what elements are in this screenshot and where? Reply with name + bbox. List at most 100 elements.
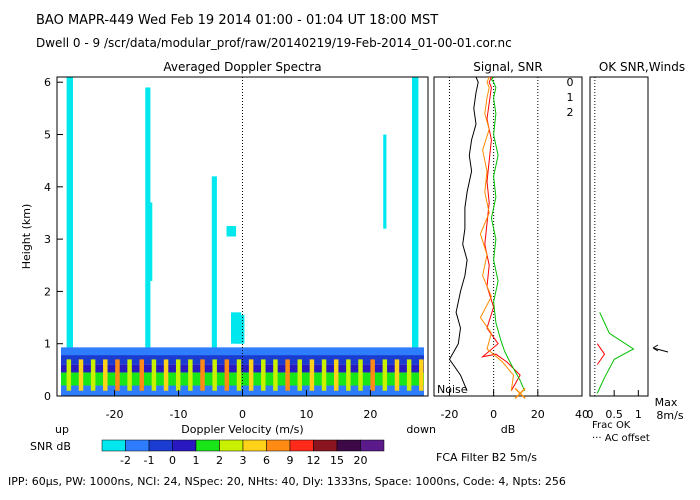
legend-0: 0 [567,76,574,89]
spectra-ytick-label: 6 [44,76,51,89]
spectra-column [297,359,302,391]
wind-vector-arrow [652,344,669,353]
colorbar-level-label: 1 [193,454,200,467]
spectra-column [261,359,266,391]
spectra-column [78,359,84,391]
spectra-ytick-label: 3 [44,233,51,246]
cyan-echo-region [66,77,73,349]
up-label: up [55,423,69,436]
spectra-column [419,359,424,391]
cyan-echo-region [412,77,419,349]
spectra-column [163,359,169,391]
colorbar-level-label: 6 [263,454,270,467]
cyan-echo-region [211,176,217,349]
spectra-column [358,359,363,391]
snr-xtick-label: -20 [440,408,458,421]
spectra-xlabel: Doppler Velocity (m/s) [181,423,303,436]
spectra-column [151,359,157,391]
footer-params: IPP: 60µs, PW: 1000ns, NCI: 24, NSpec: 2… [8,475,566,488]
cyan-echo-region [149,202,153,281]
spectra-column [127,359,132,391]
spectra-column [139,359,144,391]
colorbar-label: SNR dB [30,440,71,453]
colorbar-swatch [289,439,314,452]
colorbar-swatch [172,439,197,452]
spectra-column [406,359,412,391]
snr-xtick-label: 20 [531,408,545,421]
spectra-column [90,359,96,391]
spectra-column [333,359,339,391]
spectra-xtick-label: -10 [170,408,188,421]
colorbar-level-label: 20 [354,454,368,467]
legend-1: 1 [567,91,574,104]
spectra-column [66,359,72,391]
spectra-ytick-label: 4 [44,181,51,194]
doppler-spectra-panel: Averaged Doppler Spectra -20 -10 0 10 20 0 1 2 3 4… [20,60,436,436]
ok-xtick-label: 1 [635,408,642,421]
spectra-column [382,359,388,391]
colorbar-swatch [360,439,385,452]
header-line1: BAO MAPR-449 Wed Feb 19 2014 01:00 - 01:… [36,13,438,28]
spectra-column [175,359,181,391]
spectra-column [103,359,108,391]
snr-series-line [448,76,479,391]
spectra-xtick-label: 20 [363,408,377,421]
colorbar-swatch [101,439,126,452]
colorbar-swatch [242,439,267,452]
ok-xtick-label: 0 [587,408,594,421]
snr-series-line [490,76,526,391]
spectra-xtick-label: 10 [299,408,313,421]
spectra-ytick-label: 5 [44,129,51,142]
snr-series-line [480,76,521,392]
ok-title: OK SNR,Winds [599,60,685,74]
cyan-echo-region [145,87,151,349]
legend-2: 2 [567,106,574,119]
spectra-xtick-label: 0 [239,408,246,421]
down-label: down [406,423,436,436]
cyan-echo-region [383,134,387,229]
snr-xtick-label: 40 [575,408,589,421]
colorbar-level-label: 15 [330,454,344,467]
colorbar-level-label: 3 [240,454,247,467]
filter-label: FCA Filter B2 5m/s [436,451,537,464]
frac-ok-label: Frac OK [592,420,631,431]
spectra-column [346,359,351,391]
snr-frame [433,76,583,397]
snr-xtick-label: 0 [490,408,497,421]
snr-colorbar: SNR dB-2 -1 0 1 2 3 6 9 12 15 20 [30,439,385,467]
ac-offset-label: ··· AC offset [592,433,650,444]
max-value-label: 8m/s [656,409,683,422]
frac-ok-curve-red [596,343,606,365]
colorbar-swatch [148,439,173,452]
noise-marker [514,387,526,399]
spectra-column [248,359,254,391]
colorbar-level-label: 0 [169,454,176,467]
spectra-column [273,359,278,391]
spectra-column [224,359,230,391]
spectra-column [394,359,400,391]
spectra-column [321,359,327,391]
cyan-echo-region [230,312,242,344]
spectra-ytick-label: 0 [44,390,51,403]
spectra-band [61,347,424,357]
ok-frame [589,76,649,397]
colorbar-swatch [313,439,338,452]
spectra-column [309,359,315,391]
snr-title: Signal, SNR [473,60,542,74]
spectra-ytick-label: 1 [44,338,51,351]
spectra-column [115,359,120,391]
colorbar-level-label: -1 [144,454,155,467]
noise-label: Noise [437,383,468,396]
snr-series-line [479,76,515,391]
spectra-column [212,359,217,391]
spectra-title: Averaged Doppler Spectra [163,60,321,74]
spectra-ytick-label: 2 [44,285,51,298]
colorbar-level-label: 9 [287,454,294,467]
frac-ok-curve-green [596,312,635,394]
spectra-ylabel: Height (km) [20,204,33,270]
max-label: Max [655,396,678,409]
